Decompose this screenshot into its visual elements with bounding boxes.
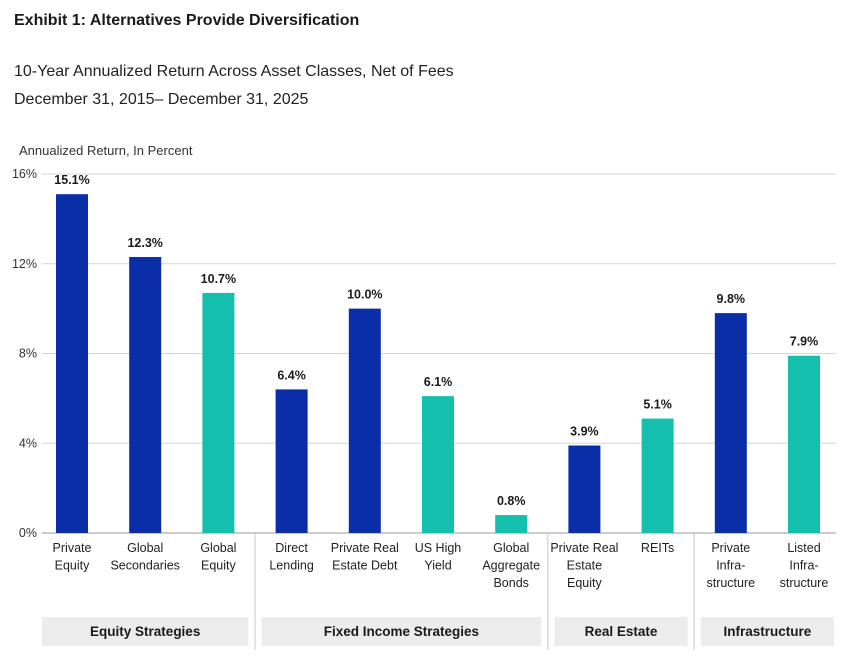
category-label-line: Estate: [567, 559, 602, 573]
bar-value-label: 15.1%: [54, 173, 89, 187]
category-label-line: US High: [415, 541, 462, 555]
y-tick-label: 0%: [19, 526, 37, 540]
category-label: Global Aggregate Bonds: [482, 541, 540, 590]
y-tick-label: 4%: [19, 436, 37, 450]
category-label-line: Global: [200, 541, 236, 555]
bar-value-label: 10.0%: [347, 288, 382, 302]
bar-value-label: 7.9%: [790, 335, 819, 349]
bar: [202, 292, 235, 533]
y-tick-label: 8%: [19, 347, 37, 361]
category-label-line: structure: [706, 576, 755, 590]
category-label: REITs: [641, 541, 674, 555]
chart-subtitle: 10-Year Annualized Return Across Asset C…: [14, 63, 454, 80]
category-label-line: Aggregate: [482, 559, 540, 573]
category-label-line: Private: [53, 541, 92, 555]
bar: [348, 308, 381, 533]
category-label: Listed Infra-structure: [780, 541, 829, 590]
category-label-line: Infra-: [789, 559, 818, 573]
category-label: Private Equity: [53, 541, 92, 573]
category-label-line: Equity: [201, 559, 236, 573]
bar: [129, 257, 162, 533]
bar-value-label: 6.4%: [277, 368, 306, 382]
group-label-infrastructure: Infrastructure: [724, 624, 812, 639]
bar-value-label: 6.1%: [424, 375, 453, 389]
category-label-line: Global: [127, 541, 163, 555]
category-label-line: Private Real: [550, 541, 618, 555]
category-label: Private Infra-structure: [706, 541, 755, 590]
bar: [641, 418, 674, 533]
category-label: Private Real Estate Debt: [331, 541, 399, 573]
bar: [495, 515, 528, 533]
category-label-line: REITs: [641, 541, 674, 555]
category-label-line: Equity: [567, 576, 602, 590]
category-label-line: Listed: [787, 541, 820, 555]
category-label-line: Secondaries: [110, 559, 180, 573]
category-label-line: Private: [711, 541, 750, 555]
category-label-line: Infra-: [716, 559, 745, 573]
category-label: US High Yield: [415, 541, 462, 573]
bar: [714, 313, 747, 533]
group-label-fixed-income-strategies: Fixed Income Strategies: [324, 624, 479, 639]
bar: [568, 445, 601, 533]
group-band: [42, 617, 249, 646]
group-label-equity-strategies: Equity Strategies: [90, 624, 200, 639]
bar: [275, 389, 308, 533]
bar: [422, 396, 454, 533]
chart-date-range: December 31, 2015– December 31, 2025: [14, 91, 309, 108]
bar: [56, 194, 88, 533]
y-tick-label: 16%: [12, 167, 37, 181]
category-label-line: Bonds: [493, 576, 528, 590]
category-label-line: Estate Debt: [332, 559, 398, 573]
category-label-line: Equity: [55, 559, 90, 573]
y-tick-label: 12%: [12, 257, 37, 271]
bar-value-label: 5.1%: [643, 398, 672, 412]
group-band: [261, 617, 542, 646]
bar-value-label: 3.9%: [570, 424, 599, 438]
category-label-line: Private Real: [331, 541, 399, 555]
category-label: Private Real Estate Equity: [550, 541, 618, 590]
bar: [788, 355, 820, 533]
category-label-line: Direct: [275, 541, 308, 555]
bar-value-label: 10.7%: [201, 272, 236, 286]
category-label-line: Yield: [424, 559, 451, 573]
category-label: Direct Lending: [269, 541, 314, 573]
bar-value-label: 9.8%: [717, 292, 746, 306]
bar-value-label: 0.8%: [497, 494, 526, 508]
bar-value-label: 12.3%: [127, 236, 162, 250]
group-band: [700, 617, 834, 646]
category-label-line: structure: [780, 576, 829, 590]
exhibit-title: Exhibit 1: Alternatives Provide Diversif…: [14, 12, 360, 29]
group-band: [554, 617, 688, 646]
group-label-real-estate: Real Estate: [585, 624, 658, 639]
category-label: Global Equity: [200, 541, 236, 573]
category-label: Global Secondaries: [110, 541, 180, 573]
category-label-line: Lending: [269, 559, 314, 573]
category-label-line: Global: [493, 541, 529, 555]
y-axis-title: Annualized Return, In Percent: [19, 143, 193, 158]
